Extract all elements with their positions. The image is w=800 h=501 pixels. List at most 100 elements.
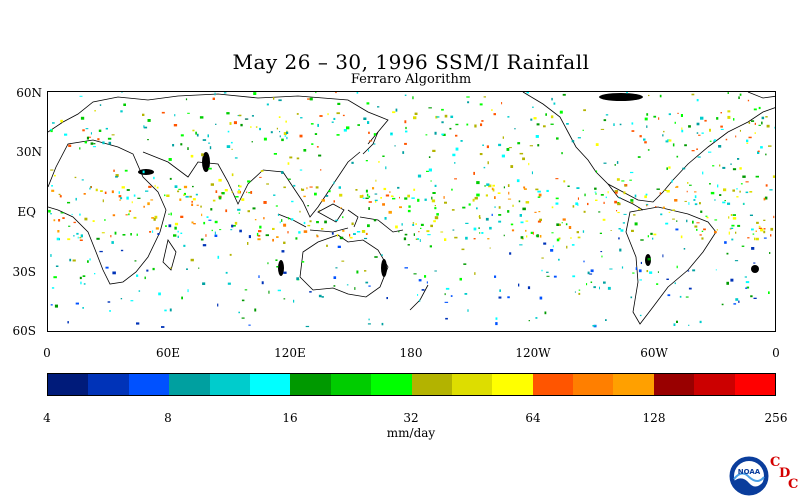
rain-pixel bbox=[754, 238, 755, 241]
rain-pixel bbox=[374, 133, 376, 136]
rain-pixel bbox=[774, 127, 776, 129]
rain-pixel bbox=[746, 281, 749, 283]
rain-pixel bbox=[534, 117, 537, 119]
rain-pixel bbox=[420, 228, 421, 229]
rain-pixel bbox=[629, 180, 632, 181]
rain-pixel bbox=[134, 217, 137, 219]
rain-pixel bbox=[587, 203, 589, 205]
rain-pixel bbox=[132, 201, 133, 203]
rain-pixel bbox=[142, 114, 144, 116]
rain-pixel bbox=[583, 130, 584, 131]
rain-pixel bbox=[386, 195, 389, 197]
rain-pixel bbox=[681, 128, 682, 130]
rain-pixel bbox=[180, 216, 183, 218]
rain-pixel bbox=[469, 203, 471, 205]
rain-pixel bbox=[543, 125, 546, 127]
rain-pixel bbox=[667, 190, 670, 193]
rain-pixel bbox=[604, 202, 605, 204]
rain-pixel bbox=[596, 143, 599, 146]
rain-pixel bbox=[357, 124, 360, 126]
rain-pixel bbox=[344, 129, 347, 132]
rain-pixel bbox=[640, 135, 642, 137]
rain-pixel bbox=[268, 291, 269, 294]
rain-pixel bbox=[283, 242, 285, 244]
rain-pixel bbox=[264, 138, 267, 141]
rain-pixel bbox=[430, 225, 433, 227]
rain-pixel bbox=[589, 274, 592, 275]
rain-pixel bbox=[735, 232, 736, 234]
rain-pixel bbox=[201, 153, 204, 156]
rain-pixel bbox=[749, 122, 751, 124]
rain-pixel bbox=[226, 112, 229, 114]
rain-pixel bbox=[479, 232, 480, 234]
rain-pixel bbox=[278, 214, 279, 216]
rain-pixel bbox=[538, 197, 541, 198]
rain-pixel bbox=[67, 202, 70, 204]
rain-pixel bbox=[108, 301, 111, 302]
rain-pixel bbox=[507, 296, 510, 298]
rain-pixel bbox=[507, 210, 509, 213]
rain-pixel bbox=[465, 237, 468, 240]
rain-pixel bbox=[551, 115, 553, 118]
rain-pixel bbox=[281, 219, 282, 222]
rain-pixel bbox=[50, 129, 52, 131]
rain-pixel bbox=[600, 233, 602, 234]
colorbar-tick-64: 64 bbox=[513, 411, 553, 425]
rain-pixel bbox=[86, 128, 89, 129]
rain-pixel bbox=[604, 119, 607, 121]
rain-pixel bbox=[722, 167, 725, 169]
rain-pixel bbox=[759, 125, 761, 126]
rain-pixel bbox=[363, 198, 365, 199]
rain-pixel bbox=[719, 194, 721, 196]
rain-pixel bbox=[456, 148, 459, 151]
lat-label-30n: 30N bbox=[6, 145, 42, 159]
rain-pixel bbox=[115, 232, 117, 235]
rain-pixel bbox=[507, 148, 510, 151]
rain-pixel bbox=[435, 185, 437, 187]
rain-pixel bbox=[318, 155, 321, 157]
rain-pixel bbox=[266, 183, 269, 184]
rain-pixel bbox=[650, 233, 652, 235]
rain-pixel bbox=[280, 222, 281, 224]
rain-pixel bbox=[90, 186, 91, 187]
rain-pixel bbox=[508, 184, 510, 187]
rain-pixel bbox=[681, 130, 683, 133]
rain-pixel bbox=[408, 210, 411, 212]
rain-pixel bbox=[722, 304, 724, 306]
rain-pixel bbox=[317, 124, 319, 127]
rain-pixel bbox=[404, 197, 407, 199]
rain-pixel bbox=[79, 147, 80, 149]
colorbar-swatch bbox=[492, 374, 532, 395]
rain-pixel bbox=[520, 214, 522, 217]
rain-pixel bbox=[441, 109, 444, 111]
rain-pixel bbox=[647, 270, 649, 272]
rain-pixel bbox=[594, 188, 597, 190]
rain-pixel bbox=[723, 188, 726, 191]
rain-pixel bbox=[719, 165, 720, 167]
rain-pixel bbox=[700, 117, 703, 120]
rain-pixel bbox=[703, 229, 706, 231]
rain-pixel bbox=[731, 228, 734, 229]
rain-pixel bbox=[762, 117, 765, 120]
rain-pixel bbox=[112, 272, 116, 275]
rain-pixel bbox=[644, 195, 647, 198]
rain-pixel bbox=[664, 190, 667, 191]
rain-pixel bbox=[478, 228, 480, 229]
rain-pixel bbox=[109, 310, 111, 312]
rain-pixel bbox=[207, 216, 209, 218]
rain-pixel bbox=[648, 95, 649, 96]
colorbar-units: mm/day bbox=[0, 426, 800, 440]
rain-pixel bbox=[576, 187, 579, 189]
rain-pixel bbox=[526, 221, 529, 222]
rain-pixel bbox=[546, 272, 549, 273]
rain-pixel bbox=[192, 186, 194, 187]
rain-pixel bbox=[563, 218, 566, 220]
rain-pixel bbox=[281, 171, 283, 174]
rain-pixel bbox=[404, 237, 406, 240]
rain-pixel bbox=[631, 297, 633, 299]
rain-pixel bbox=[689, 288, 692, 290]
rain-pixel bbox=[446, 288, 449, 290]
rain-pixel bbox=[498, 214, 501, 216]
rain-pixel bbox=[631, 202, 633, 203]
rain-pixel bbox=[572, 244, 575, 246]
